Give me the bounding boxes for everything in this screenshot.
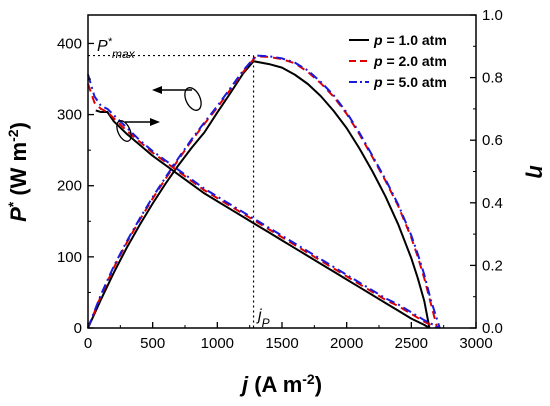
y-left-tick-label: 400	[57, 35, 82, 52]
series-layer	[87, 54, 441, 329]
ellipse-marker-power	[184, 87, 202, 111]
x-tick-label: 2500	[395, 335, 428, 352]
y-right-tick-label: 1.0	[482, 7, 503, 24]
legend: p = 1.0 atm p = 2.0 atm p = 5.0 atm	[349, 32, 447, 90]
y-left-tick-label: 300	[57, 107, 82, 124]
x-tick-label: 3000	[459, 335, 492, 352]
series-line-6	[87, 74, 441, 329]
x-tick-label: 1000	[201, 335, 234, 352]
arrow-right-head	[150, 118, 160, 126]
arrow-annotations	[116, 86, 202, 142]
series-line-1	[87, 60, 431, 329]
y-right-tick-label: 0.4	[482, 195, 503, 212]
ticks-layer: 0 500 1000 1500 2000 2500 3000 0 100 200 300 400 0.0…	[57, 7, 503, 352]
arrow-left-head	[152, 86, 162, 94]
x-axis-title: j (A m-2)	[239, 371, 322, 397]
y-axis-left-title: P* (W m-2)	[5, 122, 31, 222]
y-axis-right-title: η	[525, 165, 550, 178]
guide-lines	[88, 54, 255, 328]
x-tick-label: 1500	[265, 335, 298, 352]
legend-entry-3: p = 5.0 atm	[373, 74, 447, 90]
series-line-5	[87, 83, 438, 329]
y-left-tick-label: 100	[57, 249, 82, 266]
x-tick-label: 500	[140, 335, 165, 352]
ellipse-marker-efficiency	[116, 120, 132, 142]
y-left-tick-label: 200	[57, 178, 82, 195]
y-right-tick-label: 0.8	[482, 70, 503, 87]
y-left-tick-label: 0	[74, 320, 82, 337]
legend-entry-1: p = 1.0 atm	[373, 32, 447, 48]
jp-label: jP	[256, 307, 270, 330]
x-tick-label: 2000	[330, 335, 363, 352]
series-line-4	[95, 109, 430, 329]
y-right-tick-label: 0.2	[482, 257, 503, 274]
legend-entry-2: p = 2.0 atm	[373, 53, 447, 69]
y-right-tick-label: 0.6	[482, 132, 503, 149]
x-tick-label: 0	[84, 335, 92, 352]
y-right-tick-label: 0.0	[482, 320, 503, 337]
pmax-label: P*max	[97, 36, 136, 61]
series-line-3	[87, 54, 441, 329]
series-line-2	[87, 55, 439, 329]
